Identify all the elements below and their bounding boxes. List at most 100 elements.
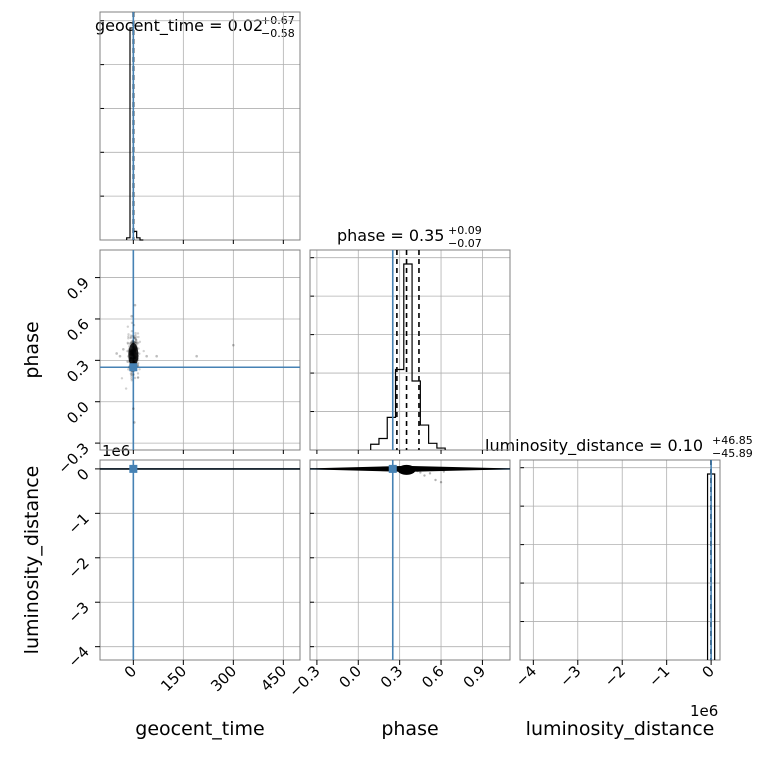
scatter-point [136, 341, 139, 344]
scatter-point [137, 335, 140, 339]
scatter-point [133, 334, 136, 338]
scatter-point [129, 373, 133, 376]
title-luminosity-distance-minus: −45.89 [712, 447, 753, 460]
title-geocent-time-minus: −0.58 [261, 27, 295, 40]
scatter-point [130, 379, 133, 382]
scatter-point [138, 352, 141, 355]
scatter-point [131, 334, 134, 338]
scatter-point [130, 375, 133, 378]
scatter-outlier [130, 314, 133, 318]
scatter-point [434, 478, 437, 482]
offset-label-y: 1e6 [102, 442, 130, 460]
scatter-point [138, 368, 141, 371]
scatter-point [428, 472, 432, 475]
scatter-point [131, 340, 135, 343]
scatter-point [135, 335, 138, 339]
scatter-point [137, 341, 140, 345]
scatter-points-ld-phase [416, 469, 445, 484]
title-luminosity-distance: luminosity_distance = 0.10 [485, 436, 703, 456]
scatter-point [142, 349, 145, 353]
scatter-point [423, 474, 426, 477]
panel-frame-21 [309, 459, 511, 661]
scatter-point [127, 335, 130, 338]
scatter-point [442, 470, 445, 473]
scatter-point [137, 347, 140, 350]
scatter-point [129, 372, 133, 375]
scatter-point [136, 364, 140, 368]
scatter-point [132, 373, 135, 376]
scatter-point [129, 334, 133, 337]
panel-frame-00 [99, 11, 301, 241]
scatter-point [132, 323, 136, 327]
scatter-point [134, 340, 137, 344]
scatter-point [126, 341, 129, 344]
scatter-outlier [232, 343, 235, 347]
density-core-ld-phase [397, 464, 416, 475]
title-luminosity-distance-plus: +46.85 [712, 434, 753, 447]
scatter-point [127, 360, 130, 364]
scatter-outlier [145, 354, 148, 358]
panel-frame-10 [99, 249, 301, 451]
scatter-point [126, 349, 129, 353]
scatter-point [134, 339, 138, 342]
scatter-point [126, 342, 130, 345]
scatter-point [133, 341, 137, 344]
scatter-point [130, 373, 134, 377]
scatter-point [130, 329, 134, 333]
title-phase: phase = 0.35 [337, 226, 444, 245]
scatter-outlier [133, 421, 136, 424]
scatter-point [126, 325, 130, 328]
scatter-point [134, 333, 137, 337]
ylabel-luminosity-distance: luminosity_distance [21, 466, 43, 655]
scatter-point [131, 340, 134, 343]
scatter-outlier [122, 348, 125, 351]
scatter-point [129, 336, 133, 339]
scatter-point [138, 340, 142, 344]
title-phase-plus: +0.09 [448, 224, 482, 237]
scatter-point [132, 336, 136, 339]
scatter-point [130, 371, 134, 375]
ylabel-phase: phase [21, 321, 43, 378]
scatter-point [128, 342, 132, 345]
scatter-point [416, 469, 419, 473]
scatter-point [131, 339, 135, 342]
density-core-phase-geocent [128, 342, 139, 367]
scatter-point [130, 377, 133, 380]
scatter-point [124, 387, 128, 390]
scatter-point [137, 361, 140, 365]
scatter-outlier [133, 303, 137, 307]
histogram-phase [370, 263, 446, 450]
title-geocent-time: geocent_time = 0.02 [95, 16, 263, 36]
scatter-point [133, 340, 136, 343]
scatter-point [136, 376, 140, 379]
truth-marker-20 [129, 464, 138, 473]
plot-layer: 0 150 300 450−0.3 0.0 0.3 0.6 0.9 −4 −3 −2 −1 0−0.30… [54, 11, 721, 701]
panel-frame-11 [309, 249, 511, 451]
scatter-point [136, 372, 140, 375]
xlabel-luminosity-distance: luminosity_distance [526, 718, 715, 740]
scatter-point [127, 333, 130, 336]
scatter-point [133, 337, 137, 340]
scatter-point [129, 336, 132, 340]
scatter-point [134, 341, 138, 345]
scatter-outlier [115, 352, 118, 355]
xlabel-phase: phase [381, 718, 438, 740]
scatter-point [419, 471, 422, 474]
offset-label-x: 1e6 [690, 702, 718, 720]
scatter-point [134, 331, 137, 335]
scatter-outlier [132, 407, 135, 410]
panel-frame-22 [519, 459, 721, 661]
scatter-point [134, 338, 138, 341]
xlabel-geocent-time: geocent_time [135, 718, 264, 740]
truth-marker-21 [388, 464, 397, 473]
scatter-point [134, 341, 138, 344]
panel-frame-20 [99, 459, 301, 661]
scatter-point [130, 340, 134, 343]
scatter-point [136, 376, 140, 379]
truth-marker-10 [129, 363, 138, 372]
scatter-outlier [195, 354, 198, 358]
scatter-outlier [155, 354, 158, 358]
scatter-point [135, 339, 138, 342]
scatter-point [129, 341, 133, 344]
